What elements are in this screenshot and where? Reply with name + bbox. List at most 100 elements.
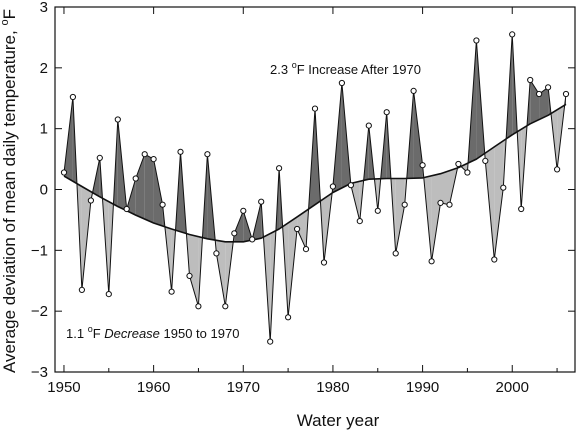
data-point <box>302 246 310 253</box>
data-point <box>527 76 534 84</box>
y-tick-label: 3 <box>40 0 48 16</box>
data-point <box>258 198 265 205</box>
data-point <box>428 258 435 265</box>
data-point <box>338 79 345 87</box>
axes <box>54 6 576 373</box>
data-point <box>311 105 319 112</box>
decrease-annotation: 1.1 oF Decrease 1950 to 1970 <box>66 324 239 341</box>
x-tick-label: 1990 <box>406 379 439 396</box>
data-point <box>374 207 381 214</box>
data-point <box>204 151 211 158</box>
y-tick-label: −2 <box>31 303 48 320</box>
data-point <box>186 272 193 279</box>
data-point <box>195 303 202 310</box>
y-tick-label: 2 <box>40 60 48 77</box>
data-point <box>446 201 453 208</box>
data-point <box>356 218 363 225</box>
y-tick-label: 1 <box>40 121 48 138</box>
data-point <box>132 175 139 182</box>
data-point <box>347 182 354 189</box>
trend-line <box>63 103 567 243</box>
data-point <box>249 236 256 243</box>
below-trend-area <box>395 178 405 254</box>
increase-annotation-text: F Increase After 1970 <box>297 62 421 77</box>
data-point <box>267 338 274 345</box>
increase-annotation-degree: o <box>292 60 297 70</box>
above-trend-area <box>144 154 154 223</box>
data-point <box>410 87 417 95</box>
data-point <box>96 154 103 161</box>
increase-annotation-value: 2.3 <box>270 62 292 77</box>
deviation-fills <box>64 34 566 342</box>
data-point <box>518 205 525 213</box>
data-point <box>545 84 552 91</box>
data-point <box>78 286 86 293</box>
data-point <box>87 197 95 204</box>
data-point <box>141 151 148 158</box>
data-point <box>320 259 328 266</box>
data-point <box>222 303 229 310</box>
data-point <box>159 201 166 208</box>
data-point <box>500 184 507 191</box>
above-trend-area <box>153 159 163 226</box>
data-point <box>285 314 292 321</box>
data-point <box>464 169 471 176</box>
data-point <box>392 250 399 257</box>
data-point <box>168 288 175 295</box>
x-axis-label: Water year <box>297 411 380 430</box>
data-point <box>509 31 516 38</box>
data-point <box>482 157 489 164</box>
data-point <box>69 93 77 101</box>
data-point-markers <box>60 31 570 345</box>
below-trend-area <box>297 210 306 250</box>
data-point <box>473 37 480 44</box>
data-point <box>401 201 408 208</box>
decrease-annotation-value: 1.1 <box>66 326 88 341</box>
y-tick-label: 0 <box>40 182 48 199</box>
decrease-annotation-degree: o <box>88 324 93 334</box>
below-trend-area <box>431 173 441 262</box>
decrease-annotation-period: 1950 to 1970 <box>160 326 240 341</box>
data-point <box>437 199 444 206</box>
data-point <box>123 205 130 213</box>
y-axis-label-unit: F <box>0 9 19 19</box>
increase-annotation: 2.3 oF Increase After 1970 <box>270 60 421 77</box>
y-axis-label-superscript: o <box>0 19 11 25</box>
data-point <box>491 256 498 263</box>
data-point <box>383 109 390 116</box>
decrease-annotation-unit: F <box>93 326 105 341</box>
data-point <box>276 165 283 172</box>
y-axis-label-text: Average deviation of mean daily temperat… <box>0 26 19 373</box>
data-point <box>114 116 121 123</box>
x-tick-label: 1980 <box>316 379 349 396</box>
data-point <box>240 207 247 214</box>
below-trend-area <box>189 234 199 307</box>
data-point <box>562 90 570 98</box>
data-point <box>455 160 462 168</box>
data-point <box>536 90 543 98</box>
data-point <box>150 156 157 163</box>
decrease-annotation-emphasis: Decrease <box>104 326 160 341</box>
data-point <box>213 250 220 257</box>
y-axis-label: Average deviation of mean daily temperat… <box>0 9 19 373</box>
below-trend-area <box>216 240 226 307</box>
below-trend-area <box>440 170 450 205</box>
y-tick-label: −1 <box>31 242 48 259</box>
data-point <box>231 230 238 237</box>
data-point <box>60 169 68 176</box>
below-trend-area <box>494 140 504 260</box>
data-point <box>365 122 372 129</box>
data-point <box>105 291 112 298</box>
data-point <box>554 166 561 173</box>
data-point <box>177 148 184 155</box>
above-trend-area <box>135 154 145 219</box>
x-tick-label: 1950 <box>47 379 80 396</box>
data-point <box>294 225 301 233</box>
x-tick-label: 1960 <box>137 379 170 396</box>
data-point <box>419 162 426 169</box>
x-tick-label: 1970 <box>227 379 260 396</box>
y-tick-label: −3 <box>31 364 48 381</box>
tick-labels: 1950 1960 1970 1980 1990 2000 −3 −2 −1 0 1 2 3 <box>31 0 529 396</box>
